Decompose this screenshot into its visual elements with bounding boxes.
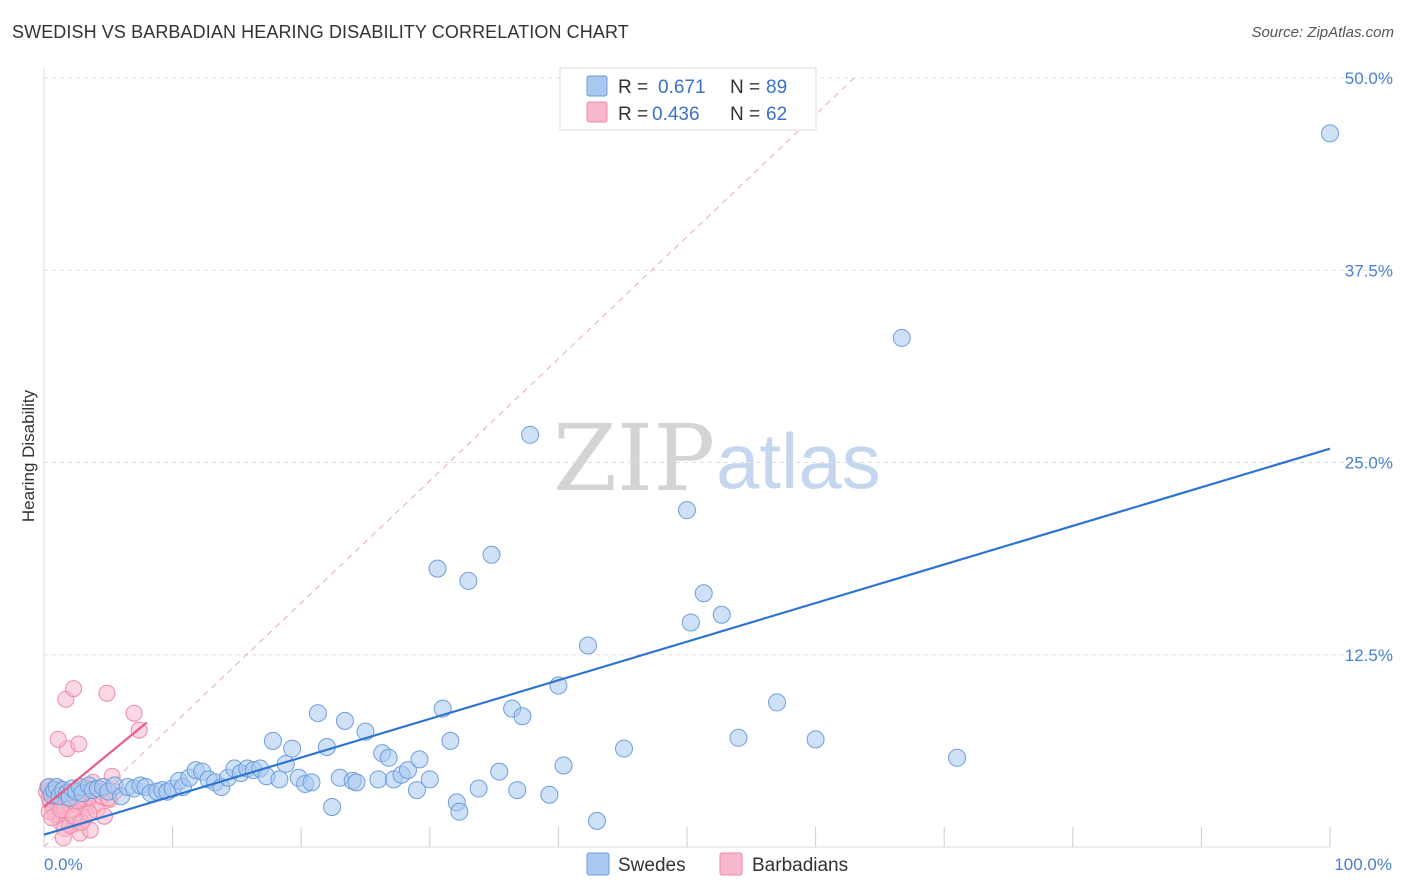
legend-barbadians-r-label: R = — [618, 104, 648, 125]
swedes-point — [712, 605, 731, 624]
swedes-point — [270, 770, 289, 789]
legend-barbadians-r-value: 0.436 — [652, 104, 700, 125]
watermark-zip: ZIP — [553, 405, 715, 512]
swedes-point — [482, 545, 501, 564]
barbadians-point — [98, 684, 116, 702]
chart-title: SWEDISH VS BARBADIAN HEARING DISABILITY … — [12, 22, 629, 42]
watermark-atlas: atlas — [716, 417, 881, 505]
barbadians-point — [49, 730, 67, 748]
legend-swedes-n-value: 89 — [766, 77, 787, 98]
legend-swatch-barbadians — [586, 101, 608, 123]
x-tick-label: 100.0% — [1334, 855, 1392, 874]
legend-swedes-r-value: 0.671 — [658, 77, 706, 98]
bottom-legend-swatch-swedes — [586, 852, 610, 876]
swedes-point — [948, 748, 967, 767]
swedes-point — [428, 559, 447, 578]
swedes-point — [398, 761, 417, 780]
legend-swedes-r-label: R = — [618, 77, 648, 98]
swedes-point — [678, 501, 696, 520]
swedes-point — [263, 731, 282, 750]
swedes-point — [521, 425, 540, 444]
bottom-legend-swedes: Swedes — [618, 855, 686, 876]
bottom-legend-barbadians: Barbadians — [752, 855, 848, 876]
axis-layer: 12.5% 25.0% 37.5% 50.0% 0.0% 100.0% — [43, 68, 1393, 874]
bottom-legend: Swedes Barbadians — [586, 852, 848, 876]
swedes-point — [554, 756, 573, 775]
bottom-legend-swatch-barbadians — [719, 852, 743, 876]
swedes-point — [540, 785, 559, 804]
source-credit: Source: ZipAtlas.com — [1251, 24, 1394, 41]
swedes-point — [407, 781, 426, 800]
swedes-point — [806, 730, 825, 749]
swedes-point — [490, 762, 509, 781]
barbadians-trend-line — [43, 721, 148, 808]
y-tick-label: 25.0% — [1345, 454, 1393, 473]
top-legend: R = 0.671 N = 89 R = 0.436 N = 62 — [559, 67, 817, 131]
grid-layer — [44, 77, 1392, 656]
y-tick-label: 12.5% — [1345, 646, 1393, 665]
legend-barbadians-n-label: N = — [730, 104, 760, 125]
y-axis-label: Hearing Disability — [19, 389, 38, 522]
y-tick-label: 37.5% — [1345, 261, 1393, 280]
swedes-point — [369, 770, 388, 789]
barbadians-point — [70, 735, 88, 753]
swedes-point — [308, 704, 327, 723]
swedes-point — [587, 811, 606, 830]
swedes-point — [410, 750, 429, 769]
swedes-point — [513, 707, 532, 726]
legend-swatch-swedes — [586, 75, 608, 97]
swedes-point — [323, 798, 342, 817]
swedes-point — [283, 739, 302, 758]
swedes-point — [1321, 124, 1339, 143]
swedes-point — [459, 571, 478, 590]
y-tick-label: 50.0% — [1345, 69, 1393, 88]
swedes-point — [450, 802, 469, 821]
swedes-point — [768, 693, 787, 712]
swedes-trend-line — [43, 447, 1331, 836]
swedes-point — [729, 728, 748, 747]
swedes-point — [335, 711, 354, 730]
swedes-point — [420, 770, 439, 789]
swedes-point — [892, 328, 911, 347]
legend-swedes-n-label: N = — [730, 77, 760, 98]
trend-lines — [43, 447, 1331, 836]
x-tick-label: 0.0% — [44, 855, 83, 874]
swedes-point — [441, 731, 460, 750]
swedes-point — [302, 773, 321, 792]
barbadians-point — [125, 704, 143, 722]
swedes-point — [379, 748, 398, 767]
swedes-point — [614, 739, 633, 758]
swedes-point — [469, 779, 488, 798]
swedes-point — [681, 613, 700, 632]
swedes-point — [578, 636, 597, 655]
swedes-points — [40, 124, 1339, 830]
barbadians-point — [65, 680, 83, 698]
swedes-point — [347, 773, 366, 792]
swedes-point — [694, 584, 713, 603]
legend-barbadians-n-value: 62 — [766, 104, 787, 125]
swedes-point — [508, 781, 527, 800]
